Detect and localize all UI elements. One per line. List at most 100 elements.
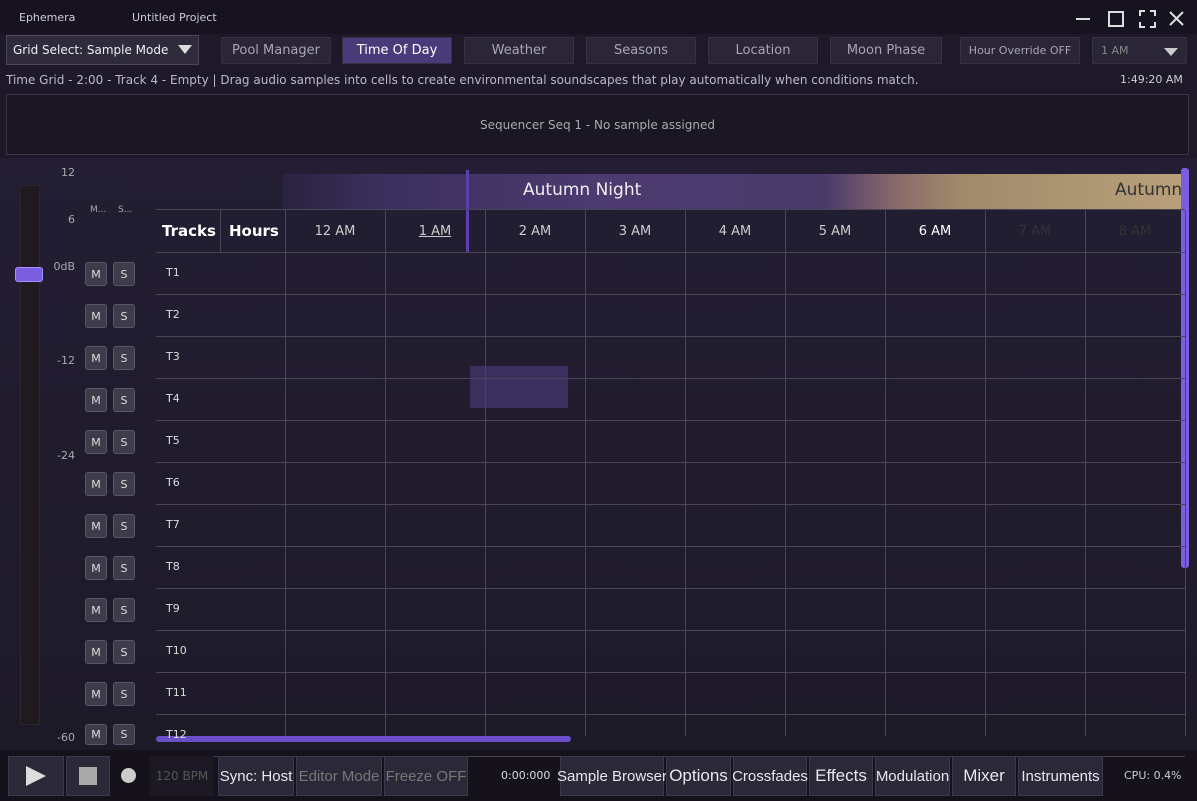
- solo-button[interactable]: S: [113, 682, 135, 706]
- hour-header[interactable]: 12 AM: [314, 224, 356, 239]
- solo-button[interactable]: S: [113, 304, 135, 328]
- freeze-button[interactable]: Freeze OFF: [384, 756, 468, 796]
- title-bar: [0, 0, 1197, 34]
- mute-button[interactable]: M: [85, 724, 107, 745]
- track-label: T11: [166, 686, 187, 699]
- grid-column-line: [685, 210, 686, 736]
- hour-header[interactable]: 1 AM: [418, 224, 452, 239]
- mute-button[interactable]: M: [85, 388, 107, 412]
- record-button[interactable]: [121, 768, 136, 783]
- mute-button[interactable]: M: [85, 472, 107, 496]
- header-line: [156, 209, 1185, 210]
- track-label: T5: [166, 434, 180, 447]
- solo-button[interactable]: S: [113, 346, 135, 370]
- mute-header: M...: [90, 205, 107, 215]
- stop-button[interactable]: [66, 756, 110, 796]
- mute-button[interactable]: M: [85, 556, 107, 580]
- grid-column-line: [585, 210, 586, 736]
- grid-row-line: [156, 378, 1185, 379]
- hour-header[interactable]: 2 AM: [518, 224, 552, 239]
- solo-header: S...: [118, 205, 133, 215]
- editor-mode-button[interactable]: Editor Mode: [296, 756, 382, 796]
- stop-icon: [79, 767, 97, 785]
- sync-button[interactable]: Sync: Host: [218, 756, 294, 796]
- dropdown-arrow: [178, 45, 192, 54]
- time-display: 0:00:000: [501, 769, 551, 782]
- mute-button[interactable]: M: [85, 430, 107, 454]
- season-label: Autumn Night: [523, 180, 642, 200]
- grid-row-line: [156, 630, 1185, 631]
- hour-select[interactable]: 1 AM: [1092, 37, 1187, 64]
- solo-button[interactable]: S: [113, 556, 135, 580]
- horizontal-scrollbar[interactable]: [156, 736, 571, 742]
- grid-select-dropdown[interactable]: Grid Select: Sample Mode: [6, 35, 199, 65]
- mute-button[interactable]: M: [85, 514, 107, 538]
- toolbar-button[interactable]: Sample Browser: [557, 756, 667, 796]
- track-label: T4: [166, 392, 180, 405]
- meter-scale-label: 0dB: [53, 260, 75, 273]
- selected-cell[interactable]: [470, 366, 568, 408]
- grid-background: [0, 158, 1197, 750]
- track-label: T1: [166, 266, 180, 279]
- toolbar-button[interactable]: Crossfades: [732, 756, 808, 796]
- meter-scale-label: 6: [68, 213, 75, 226]
- toolbar-button[interactable]: Modulation: [875, 756, 950, 796]
- meter-scale-label: -60: [57, 731, 75, 744]
- solo-button[interactable]: S: [113, 472, 135, 496]
- grid-row-line: [156, 252, 1185, 253]
- hour-header[interactable]: 5 AM: [818, 224, 852, 239]
- tab[interactable]: Moon Phase: [830, 37, 942, 64]
- solo-button[interactable]: S: [113, 724, 135, 745]
- season-band: [283, 174, 1185, 210]
- meter-scale-label: 12: [61, 166, 75, 179]
- mute-button[interactable]: M: [85, 640, 107, 664]
- mute-button[interactable]: M: [85, 682, 107, 706]
- hour-header[interactable]: 8 AM: [1118, 224, 1152, 239]
- solo-button[interactable]: S: [113, 514, 135, 538]
- meter-scale-label: -12: [57, 354, 75, 367]
- hour-header[interactable]: 3 AM: [618, 224, 652, 239]
- solo-button[interactable]: S: [113, 598, 135, 622]
- tab[interactable]: Location: [708, 37, 818, 64]
- toolbar-button[interactable]: Mixer: [952, 756, 1016, 796]
- grid-row-line: [156, 294, 1185, 295]
- grid-row-line: [156, 504, 1185, 505]
- toolbar-button[interactable]: Effects: [809, 756, 873, 796]
- grid-column-line: [985, 210, 986, 736]
- fader-thumb[interactable]: [15, 267, 43, 282]
- cpu-usage: CPU: 0.4%: [1124, 769, 1182, 782]
- hour-header[interactable]: 6 AM: [918, 224, 952, 239]
- tab[interactable]: Seasons: [586, 37, 696, 64]
- toolbar-button[interactable]: Instruments: [1018, 756, 1103, 796]
- hour-header[interactable]: 4 AM: [718, 224, 752, 239]
- grid-row-line: [156, 714, 1185, 715]
- mute-button[interactable]: M: [85, 304, 107, 328]
- grid-row-line: [156, 588, 1185, 589]
- hour-override-toggle[interactable]: Hour Override OFF: [960, 37, 1080, 64]
- tab[interactable]: Pool Manager: [221, 37, 331, 64]
- mute-button[interactable]: M: [85, 598, 107, 622]
- solo-button[interactable]: S: [113, 262, 135, 286]
- solo-button[interactable]: S: [113, 640, 135, 664]
- grid-column-line: [885, 210, 886, 736]
- season-label: Autumn: [1115, 180, 1183, 200]
- tab[interactable]: Time Of Day: [342, 37, 452, 64]
- solo-button[interactable]: S: [113, 430, 135, 454]
- grid-row-line: [156, 546, 1185, 547]
- mute-button[interactable]: M: [85, 346, 107, 370]
- solo-button[interactable]: S: [113, 388, 135, 412]
- track-label: T6: [166, 476, 180, 489]
- toolbar-button[interactable]: Options: [666, 756, 731, 796]
- grid-column-line: [1185, 210, 1186, 736]
- play-button[interactable]: [8, 756, 64, 796]
- mute-button[interactable]: M: [85, 262, 107, 286]
- meter-scale-label: -24: [57, 449, 75, 462]
- hours-header: Hours: [229, 222, 279, 240]
- track-label: T10: [166, 644, 187, 657]
- track-label: T8: [166, 560, 180, 573]
- grid-body: [156, 252, 1185, 742]
- window-controls[interactable]: [1070, 8, 1190, 30]
- track-label: T2: [166, 308, 180, 321]
- tab[interactable]: Weather: [464, 37, 574, 64]
- hour-header[interactable]: 7 AM: [1018, 224, 1052, 239]
